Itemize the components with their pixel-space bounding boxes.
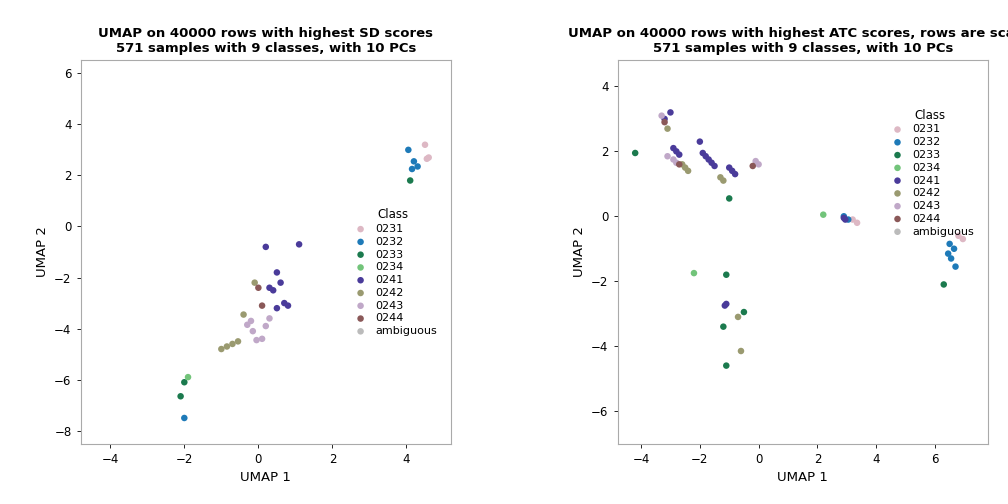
0243 xyxy=(243,317,259,325)
0241 xyxy=(665,144,681,152)
0241 xyxy=(671,151,687,159)
0232 xyxy=(940,249,957,258)
0241 xyxy=(838,216,854,224)
0231 xyxy=(955,235,971,243)
0241 xyxy=(662,108,678,116)
0243 xyxy=(653,111,669,119)
0233 xyxy=(402,176,418,184)
0241 xyxy=(717,301,733,309)
0241 xyxy=(721,164,737,172)
X-axis label: UMAP 1: UMAP 1 xyxy=(777,471,829,484)
0242 xyxy=(733,347,749,355)
0232 xyxy=(943,255,960,263)
0231 xyxy=(420,154,436,162)
0233 xyxy=(719,271,735,279)
0243 xyxy=(258,322,274,330)
0234 xyxy=(180,373,197,381)
0243 xyxy=(659,152,675,160)
0241 xyxy=(727,170,743,178)
0233 xyxy=(176,378,193,386)
Legend: 0231, 0232, 0233, 0234, 0241, 0242, 0243, 0244, ambiguous: 0231, 0232, 0233, 0234, 0241, 0242, 0243… xyxy=(347,206,439,339)
0232 xyxy=(409,162,425,170)
X-axis label: UMAP 1: UMAP 1 xyxy=(240,471,291,484)
0234 xyxy=(815,211,832,219)
0231 xyxy=(849,219,865,227)
0241 xyxy=(258,243,274,251)
0233 xyxy=(721,195,737,203)
0231 xyxy=(845,216,861,224)
0242 xyxy=(659,124,675,133)
0243 xyxy=(665,155,681,163)
0232 xyxy=(841,216,857,224)
0242 xyxy=(236,310,252,319)
0243 xyxy=(751,160,767,168)
0234 xyxy=(685,269,702,277)
0233 xyxy=(627,149,643,157)
0241 xyxy=(719,300,735,308)
0241 xyxy=(269,269,285,277)
0243 xyxy=(248,336,264,344)
0241 xyxy=(707,162,723,170)
0231 xyxy=(417,141,433,149)
0232 xyxy=(941,240,958,248)
0241 xyxy=(695,149,711,157)
0242 xyxy=(219,342,235,350)
Y-axis label: UMAP 2: UMAP 2 xyxy=(573,227,586,277)
0233 xyxy=(172,392,188,400)
0241 xyxy=(704,159,720,167)
0232 xyxy=(946,245,962,253)
0241 xyxy=(269,304,285,312)
0241 xyxy=(261,284,277,292)
0233 xyxy=(716,323,732,331)
0242 xyxy=(680,167,697,175)
0243 xyxy=(254,335,270,343)
0241 xyxy=(668,147,684,155)
0232 xyxy=(948,263,964,271)
0232 xyxy=(836,212,852,220)
0232 xyxy=(176,414,193,422)
Legend: 0231, 0232, 0233, 0234, 0241, 0242, 0243, 0244, ambiguous: 0231, 0232, 0233, 0234, 0241, 0242, 0243… xyxy=(884,106,976,239)
0243 xyxy=(748,157,764,165)
0232 xyxy=(400,146,416,154)
0232 xyxy=(404,165,420,173)
0242 xyxy=(225,340,241,348)
0244 xyxy=(656,118,672,126)
0241 xyxy=(265,286,281,294)
0242 xyxy=(214,345,230,353)
0241 xyxy=(691,138,708,146)
0231 xyxy=(951,232,967,240)
0242 xyxy=(247,279,263,287)
0241 xyxy=(698,152,714,160)
0244 xyxy=(254,301,270,309)
0241 xyxy=(291,240,307,248)
0232 xyxy=(406,157,422,165)
0243 xyxy=(239,321,255,329)
0241 xyxy=(276,299,292,307)
0233 xyxy=(719,361,735,369)
0244 xyxy=(250,284,266,292)
0242 xyxy=(716,176,732,184)
0242 xyxy=(713,173,729,181)
0243 xyxy=(245,327,261,335)
0241 xyxy=(656,115,672,123)
0242 xyxy=(674,160,690,168)
0242 xyxy=(730,313,746,321)
Title: UMAP on 40000 rows with highest ATC scores, rows are scaled
571 samples with 9 c: UMAP on 40000 rows with highest ATC scor… xyxy=(568,27,1008,55)
0233 xyxy=(935,280,952,288)
Y-axis label: UMAP 2: UMAP 2 xyxy=(35,227,48,277)
0243 xyxy=(261,314,277,323)
0244 xyxy=(671,160,687,168)
0242 xyxy=(677,164,694,172)
0241 xyxy=(280,301,296,309)
0241 xyxy=(701,155,717,163)
0243 xyxy=(668,159,684,167)
Title: UMAP on 40000 rows with highest SD scores
571 samples with 9 classes, with 10 PC: UMAP on 40000 rows with highest SD score… xyxy=(99,27,433,55)
0233 xyxy=(736,308,752,316)
0244 xyxy=(745,162,761,170)
0241 xyxy=(724,167,740,175)
0231 xyxy=(418,155,434,163)
0241 xyxy=(272,279,288,287)
0242 xyxy=(230,337,246,345)
0241 xyxy=(836,214,852,222)
